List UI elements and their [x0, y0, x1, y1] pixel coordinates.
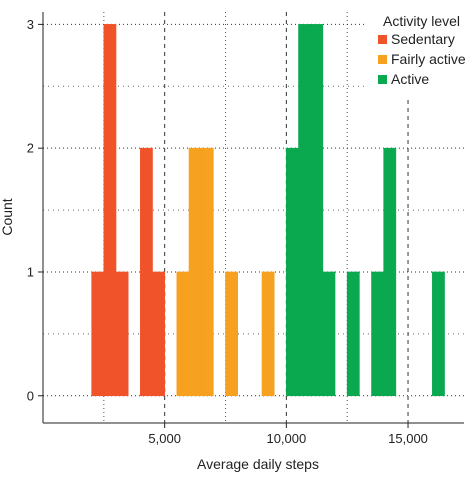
bar-active	[322, 271, 336, 397]
y-tick-label: 0	[27, 388, 34, 403]
bar-active	[432, 271, 445, 397]
bar-active	[383, 147, 397, 397]
bar-sedentary	[103, 24, 117, 397]
bar-active	[310, 24, 324, 397]
legend-title: Activity level	[383, 13, 460, 29]
legend-swatch	[378, 55, 387, 64]
bar-fairly-active	[261, 271, 275, 397]
legend-label: Fairly active	[391, 51, 466, 67]
legend-label: Sedentary	[391, 31, 455, 47]
legend-label: Active	[391, 71, 429, 87]
legend: Sedentary Fairly active Active	[378, 31, 466, 87]
x-tick-label: 10,000	[266, 431, 306, 446]
bar-active	[298, 24, 311, 397]
bar-active	[371, 271, 384, 397]
x-tick-label: 15,000	[388, 431, 428, 446]
bar-fairly-active	[225, 271, 238, 397]
bar-sedentary	[152, 271, 165, 397]
bar-fairly-active	[188, 147, 202, 397]
y-tick-label: 1	[27, 264, 34, 279]
bars	[91, 24, 445, 397]
bar-fairly-active	[200, 147, 214, 397]
y-tick-label: 3	[27, 17, 34, 32]
legend-swatch	[378, 35, 387, 44]
bar-sedentary	[91, 271, 105, 397]
bar-sedentary	[115, 271, 129, 397]
y-axis-title: Count	[0, 198, 15, 235]
legend-swatch	[378, 75, 387, 84]
x-axis-title: Average daily steps	[197, 456, 319, 472]
bar-sedentary	[140, 147, 153, 397]
bar-active	[346, 271, 360, 397]
bar-active	[286, 147, 299, 397]
x-tick-label: 5,000	[148, 431, 181, 446]
y-tick-label: 2	[27, 141, 34, 156]
axis-ticks: 5,000 10,000 15,000 0 1 2 3	[27, 17, 428, 446]
bar-fairly-active	[176, 271, 190, 397]
